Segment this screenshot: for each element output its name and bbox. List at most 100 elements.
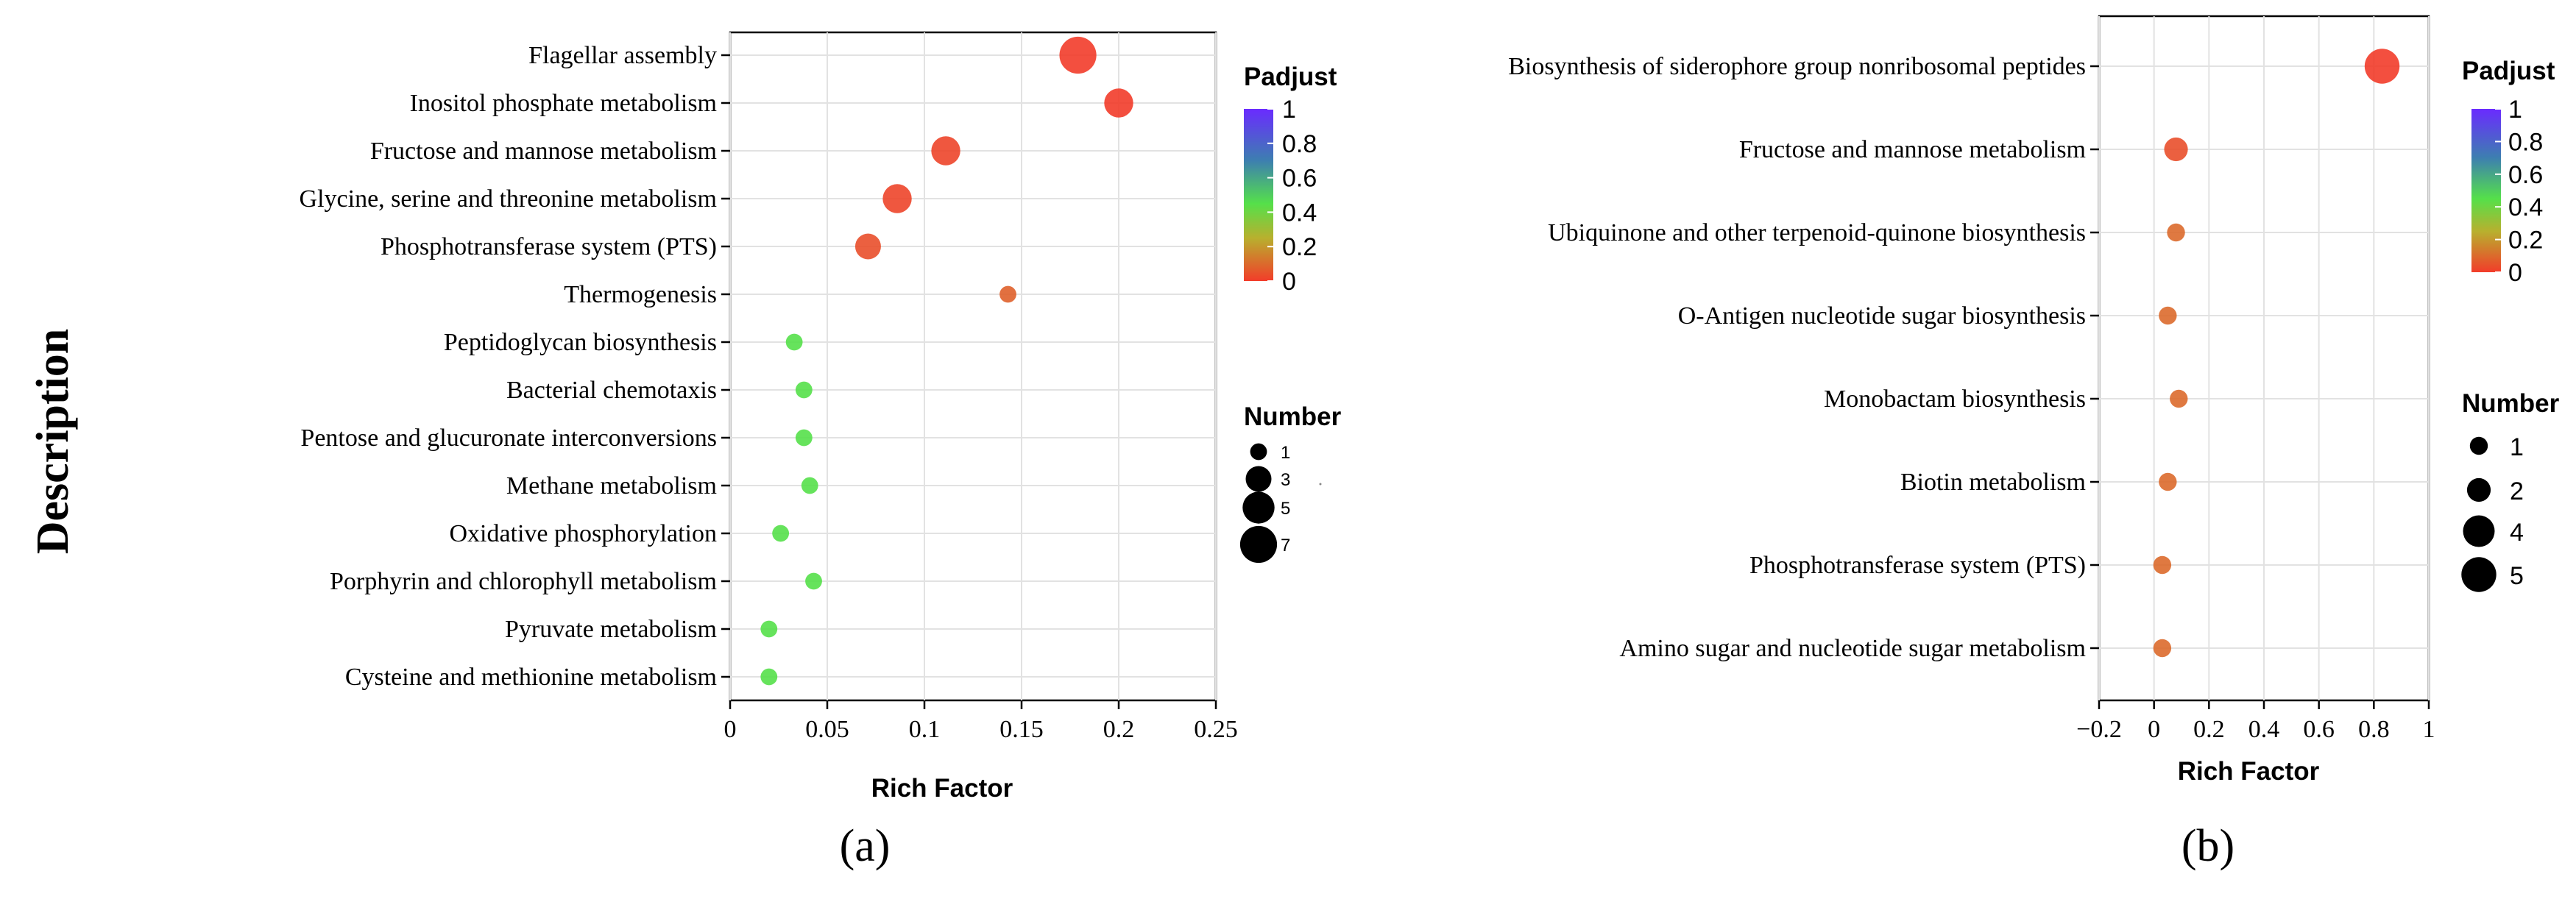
number-legend-dot-b: [2466, 477, 2491, 502]
padjust-legend-a: Padjust 1 0.8 0.6 0.4 0.2 0: [1244, 63, 1337, 296]
number-legend-label-a: 7: [1281, 536, 1290, 555]
bubble-o-antigen-nucleotide-sugar-biosynthesis: [2159, 306, 2177, 325]
number-legend-dot-a: [1245, 466, 1272, 492]
padjust-legend-b: Padjust 1 0.8 0.6 0.4 0.2 0: [2462, 57, 2555, 287]
category-label-ubiquinone-and-other-terpenoid-quinone-biosynthesis: Ubiquinone and other terpenoid-quinone b…: [1548, 219, 2086, 246]
bubble-oxidative-phosphorylation: [772, 525, 790, 542]
x-tick-label-a: 0.1: [909, 716, 941, 743]
bubble-phosphotransferase-system-pts: [854, 233, 881, 260]
x-tick-label-b: 0.2: [2193, 716, 2225, 743]
y-axis-categories-b: Biosynthesis of siderophore group nonrib…: [1508, 53, 2099, 662]
bubble-inositol-phosphate-metabolism: [1104, 88, 1133, 118]
number-legend-b: Number 1 2 4 5: [2461, 389, 2560, 592]
bubble-bacterial-chemotaxis: [795, 381, 813, 399]
padjust-tick-label-b: 0: [2508, 259, 2522, 287]
x-tick-label-b: 1: [2423, 716, 2435, 743]
category-label-monobactam-biosynthesis: Monobactam biosynthesis: [1824, 385, 2086, 413]
padjust-tick-label-a: 0.4: [1282, 199, 1317, 227]
x-axis-label-a: Rich Factor: [871, 774, 1013, 803]
number-legend-label-b: 4: [2510, 519, 2524, 547]
x-axis-label-b: Rich Factor: [2178, 757, 2320, 786]
category-label-pyruvate-metabolism: Pyruvate metabolism: [505, 616, 717, 643]
padjust-colorbar-b: [2471, 109, 2501, 272]
x-tick-label-b: 0.6: [2303, 716, 2335, 743]
category-label-fructose-and-mannose-metabolism: Fructose and mannose metabolism: [1739, 136, 2086, 163]
padjust-legend-title-b: Padjust: [2462, 57, 2555, 85]
category-label-cysteine-and-methionine-metabolism: Cysteine and methionine metabolism: [345, 664, 717, 691]
bubble-fructose-and-mannose-metabolism: [931, 136, 960, 166]
number-legend-dot-b: [2461, 557, 2497, 592]
padjust-tick-label-a: 0.2: [1282, 233, 1317, 261]
bubble-biosynthesis-of-siderophore-group-nonribosomal-peptides: [2364, 49, 2400, 84]
plot-area-a: [729, 31, 1217, 702]
category-label-amino-sugar-and-nucleotide-sugar-metabolism: Amino sugar and nucleotide sugar metabol…: [1619, 635, 2086, 662]
number-legend-a: Number 1 3 5 7: [1239, 402, 1342, 564]
category-label-biosynthesis-of-siderophore-group-nonribosomal-peptides: Biosynthesis of siderophore group nonrib…: [1508, 53, 2086, 80]
category-label-pentose-and-glucuronate-interconversions: Pentose and glucuronate interconversions: [300, 424, 717, 452]
x-tick-label-b: 0.8: [2358, 716, 2390, 743]
category-label-peptidoglycan-biosynthesis: Peptidoglycan biosynthesis: [444, 329, 717, 356]
bubbles-b: [2153, 49, 2400, 658]
padjust-tick-label-a: 0: [1282, 268, 1296, 296]
bubble-peptidoglycan-biosynthesis: [785, 333, 803, 351]
category-label-fructose-and-mannose-metabolism: Fructose and mannose metabolism: [370, 138, 717, 165]
padjust-tick-label-b: 0.6: [2508, 161, 2543, 189]
number-legend-dot-b: [2469, 436, 2488, 455]
category-label-inositol-phosphate-metabolism: Inositol phosphate metabolism: [410, 90, 717, 117]
category-label-phosphotransferase-system-pts: Phosphotransferase system (PTS): [1749, 552, 2086, 579]
category-label-biotin-metabolism: Biotin metabolism: [1900, 469, 2086, 496]
padjust-tick-label-b: 0.4: [2508, 193, 2543, 221]
bubble-flagellar-assembly: [1059, 36, 1097, 74]
x-axis-b: −0.2 0 0.2 0.4 0.6 0.8 1: [2076, 700, 2435, 743]
padjust-colorbar-a: [1244, 109, 1273, 281]
legend-speck-a: [1319, 483, 1322, 486]
x-tick-label-a: 0.25: [1194, 716, 1238, 743]
x-tick-label-a: 0.2: [1103, 716, 1135, 743]
bubble-phosphotransferase-system-pts: [2153, 555, 2172, 575]
bubble-biotin-metabolism: [2159, 472, 2177, 491]
padjust-tick-label-a: 1: [1282, 96, 1296, 124]
category-label-bacterial-chemotaxis: Bacterial chemotaxis: [506, 377, 717, 404]
category-label-phosphotransferase-system-pts: Phosphotransferase system (PTS): [381, 233, 717, 260]
number-legend-label-a: 3: [1281, 470, 1290, 490]
bubble-thermogenesis: [999, 285, 1016, 303]
number-legend-dot-a: [1250, 443, 1267, 461]
category-label-methane-metabolism: Methane metabolism: [506, 472, 717, 500]
padjust-tick-label-b: 0.8: [2508, 128, 2543, 156]
global-y-axis-label: Description: [28, 329, 78, 555]
category-label-flagellar-assembly: Flagellar assembly: [528, 42, 717, 69]
bubble-methane-metabolism: [801, 477, 818, 494]
bubble-porphyrin-and-chlorophyll-metabolism: [805, 572, 822, 590]
category-label-porphyrin-and-chlorophyll-metabolism: Porphyrin and chlorophyll metabolism: [330, 568, 717, 595]
padjust-tick-label-b: 1: [2508, 96, 2522, 124]
category-label-glycine-serine-and-threonine-metabolism: Glycine, serine and threonine metabolism: [300, 185, 717, 213]
number-legend-label-a: 5: [1281, 499, 1290, 519]
category-label-o-antigen-nucleotide-sugar-biosynthesis: O-Antigen nucleotide sugar biosynthesis: [1678, 302, 2086, 330]
number-legend-label-b: 1: [2510, 433, 2524, 461]
bubble-cysteine-and-methionine-metabolism: [760, 668, 778, 686]
number-legend-dot-a: [1239, 525, 1278, 564]
x-tick-label-a: 0.15: [999, 716, 1044, 743]
number-legend-title-a: Number: [1244, 402, 1342, 431]
bubble-amino-sugar-and-nucleotide-sugar-metabolism: [2153, 639, 2172, 658]
x-tick-label-a: 0: [724, 716, 737, 743]
x-axis-a: 0 0.05 0.1 0.15 0.2 0.25: [724, 700, 1238, 743]
x-tick-label-b: −0.2: [2076, 716, 2122, 743]
x-tick-label-a: 0.05: [805, 716, 849, 743]
number-legend-dot-a: [1242, 491, 1275, 524]
category-label-thermogenesis: Thermogenesis: [564, 281, 717, 308]
padjust-tick-label-a: 0.8: [1282, 130, 1317, 158]
bubble-glycine-serine-and-threonine-metabolism: [882, 184, 912, 213]
y-axis-categories-a: Flagellar assembly Inositol phosphate met…: [300, 42, 730, 691]
panel-b-bubble-chart: −0.2 0 0.2 0.4 0.6 0.8 1 Biosynthesis of sidero…: [1508, 15, 2560, 871]
number-legend-label-a: 1: [1281, 443, 1290, 463]
number-legend-label-b: 5: [2510, 562, 2524, 590]
padjust-legend-title-a: Padjust: [1244, 63, 1337, 91]
x-tick-label-b: 0: [2148, 716, 2160, 743]
number-legend-label-b: 2: [2510, 477, 2524, 505]
bubbles-a: [760, 36, 1133, 686]
padjust-tick-label-a: 0.6: [1282, 165, 1317, 193]
category-label-oxidative-phosphorylation: Oxidative phosphorylation: [449, 520, 717, 547]
number-legend-dot-b: [2463, 515, 2495, 547]
